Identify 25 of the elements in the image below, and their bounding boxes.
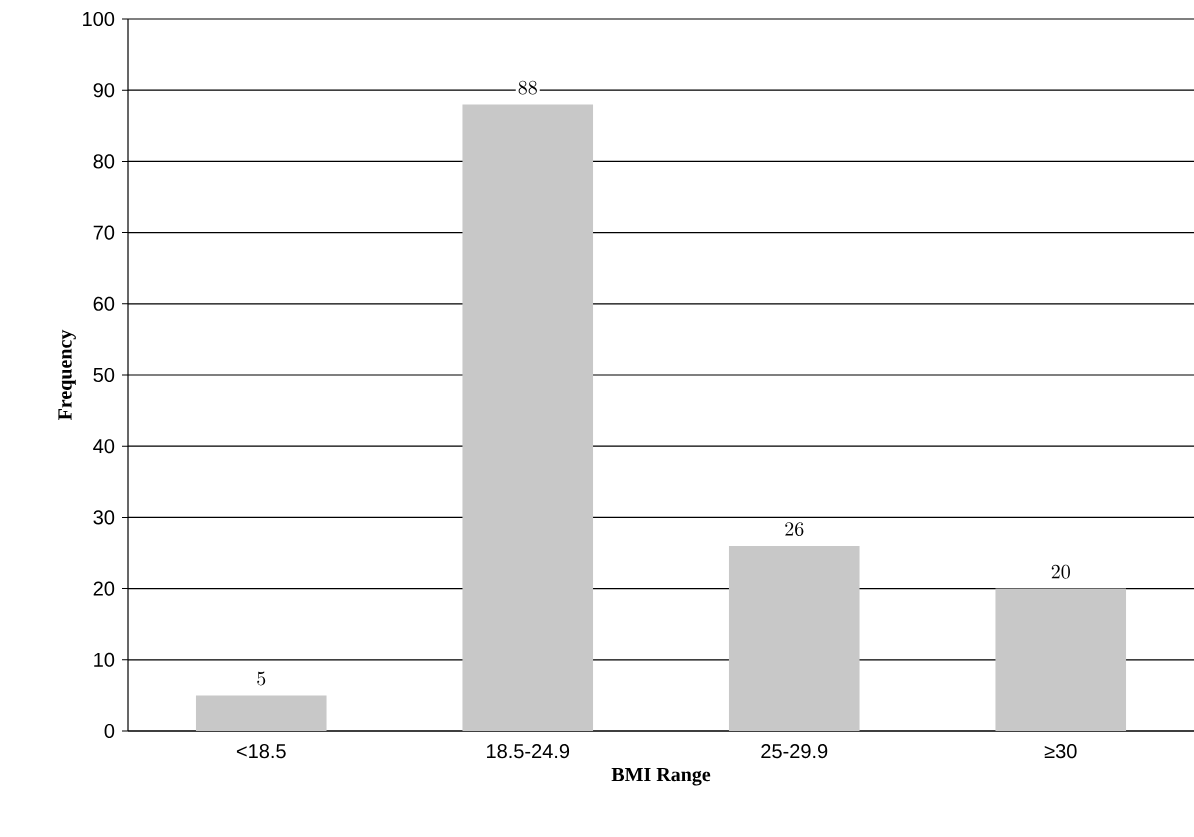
x-tick-label: <18.5 bbox=[236, 744, 286, 759]
y-tick-label: 50 bbox=[93, 367, 115, 383]
data-label: 88 bbox=[518, 80, 537, 95]
y-tick-label: 90 bbox=[93, 83, 115, 98]
data-label: 5 bbox=[257, 671, 266, 686]
y-tick-label: 20 bbox=[93, 581, 115, 596]
x-tick-label: 18.5-24.9 bbox=[487, 744, 570, 759]
y-tick-label: 40 bbox=[93, 439, 115, 454]
bar bbox=[195, 695, 327, 731]
x-tick-label: ≥30 bbox=[1044, 744, 1077, 759]
data-label: 20 bbox=[1051, 564, 1070, 579]
y-axis-title: Frequency bbox=[58, 329, 76, 421]
y-tick-label: 10 bbox=[94, 652, 115, 667]
bar bbox=[728, 545, 860, 731]
bar bbox=[462, 104, 594, 731]
y-tick-label: 100 bbox=[83, 11, 115, 27]
x-axis-title: BMI Range bbox=[611, 767, 711, 786]
y-tick-label: 80 bbox=[93, 154, 115, 169]
y-tick-label: 70 bbox=[93, 225, 115, 240]
y-tick-label: 30 bbox=[93, 510, 115, 525]
y-tick-label: 0 bbox=[104, 723, 115, 739]
bar bbox=[995, 588, 1127, 731]
y-tick-label: 60 bbox=[93, 296, 115, 311]
x-tick-label: 25-29.9 bbox=[761, 744, 828, 759]
data-label: 26 bbox=[785, 522, 804, 536]
